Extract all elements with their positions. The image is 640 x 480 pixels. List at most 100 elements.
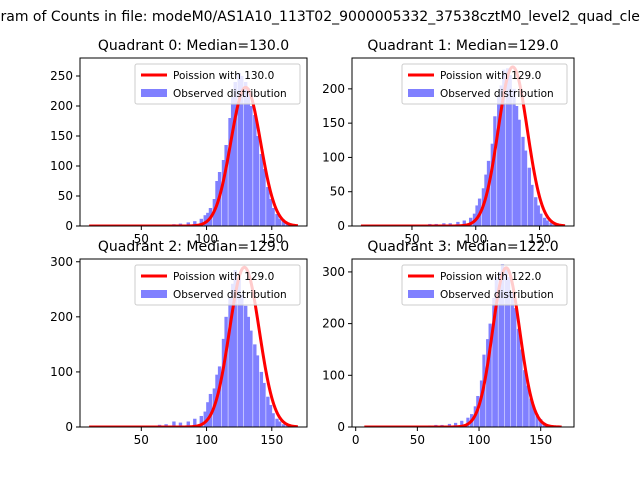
histogram-bar — [504, 266, 508, 427]
x-tick-label: 50 — [404, 232, 419, 246]
histogram-bar — [217, 366, 222, 427]
histogram-bar — [468, 217, 473, 226]
histogram-bar — [529, 398, 533, 427]
y-tick-label: 50 — [58, 189, 73, 203]
histogram-bar — [246, 88, 250, 226]
subplot-title: Quadrant 2: Median=129.0 — [98, 239, 289, 255]
x-tick-label: 100 — [464, 232, 487, 246]
plot-area — [88, 73, 299, 226]
histogram-bar — [525, 385, 529, 427]
histogram-bar — [513, 308, 517, 427]
histogram-bar — [499, 85, 503, 226]
histogram-bar — [228, 118, 232, 226]
y-tick-label: 0 — [65, 219, 73, 233]
legend: Poission with 122.0 Observed distribution — [401, 264, 568, 306]
histogram-bar — [253, 115, 257, 226]
legend-label-observed: Observed distribution — [440, 88, 554, 100]
x-tick-label: 150 — [260, 433, 283, 447]
subplot-title: Quadrant 3: Median=122.0 — [367, 239, 558, 255]
histogram-bar — [228, 297, 232, 427]
histogram-bar — [172, 421, 176, 427]
histogram-bar — [498, 271, 502, 427]
subplot-2: 50 100 150 0 100 200 300 Quadrant 2: Median=129… — [50, 239, 308, 447]
histogram-bar — [542, 217, 547, 226]
histogram-bar — [230, 97, 235, 226]
histogram-bar — [208, 393, 213, 427]
subplot-0: 50 100 150 0 50 100 150 200 250 Quadrant 0: Media… — [50, 38, 308, 246]
histogram-bar — [203, 215, 207, 226]
histogram-bar — [186, 222, 190, 226]
y-tick-label: 100 — [322, 150, 345, 164]
axes-frame — [79, 258, 308, 428]
figure-title-text: Histogram of Counts in file: modeM0/AS1A… — [0, 9, 640, 25]
histogram-bar — [237, 73, 241, 226]
legend: Poission with 130.0 Observed distribution — [134, 63, 301, 105]
y-tick-label: 0 — [337, 219, 345, 233]
histogram-bar — [517, 119, 521, 226]
histogram-bar — [453, 422, 458, 427]
histogram-bar — [259, 154, 264, 226]
histogram-bar — [281, 221, 286, 226]
histogram-bar — [539, 419, 543, 427]
histogram-bar — [527, 167, 532, 226]
x-tick-label: 0 — [352, 433, 360, 447]
plot-area — [363, 264, 563, 427]
histogram-bar — [479, 380, 484, 427]
histogram-bar — [505, 68, 510, 226]
histogram-bar — [266, 187, 270, 226]
legend: Poission with 129.0 Observed distribution — [134, 264, 301, 306]
histogram-bar — [521, 136, 525, 226]
legend-label-observed: Observed distribution — [440, 289, 554, 301]
y-tick-label: 150 — [322, 116, 345, 130]
figure-title: Histogram of Counts in file: modeM0/AS1A… — [0, 0, 640, 34]
histogram-bar — [523, 150, 528, 226]
legend-bar-swatch — [408, 290, 434, 298]
histogram-bar — [516, 328, 521, 427]
x-tick-label: 50 — [410, 433, 425, 447]
legend-label-poisson: Poission with 129.0 — [173, 271, 274, 283]
legend-bar-swatch — [141, 89, 167, 97]
histogram-bar — [243, 82, 248, 226]
x-tick-label: 50 — [134, 433, 149, 447]
histogram-bar — [490, 143, 495, 226]
y-tick-label: 200 — [50, 310, 73, 324]
histogram-bar — [519, 349, 523, 427]
histogram-bar — [255, 355, 260, 427]
histogram-bar — [447, 423, 452, 427]
legend-label-poisson: Poission with 129.0 — [440, 70, 541, 82]
y-tick-label: 250 — [50, 69, 73, 83]
histogram-bar — [549, 222, 553, 226]
histogram-bar — [488, 323, 492, 427]
x-tick-label: 150 — [260, 232, 283, 246]
histogram-bar — [240, 76, 244, 226]
x-tick-label: 50 — [134, 232, 149, 246]
histogram-bar — [246, 316, 250, 427]
histogram-bar — [502, 69, 506, 226]
legend-box — [134, 63, 301, 105]
poisson-curve — [363, 266, 563, 427]
subplot-title: Quadrant 1: Median=129.0 — [367, 38, 558, 54]
histogram-bar — [534, 197, 538, 226]
histogram-bar — [199, 415, 204, 427]
histogram-bar — [221, 338, 226, 427]
histogram-bar — [230, 283, 235, 427]
axes-frame — [351, 57, 575, 227]
histogram-bar — [545, 220, 549, 226]
y-tick-label: 150 — [50, 129, 73, 143]
histogram-bar — [493, 116, 497, 226]
histogram-bar — [486, 339, 490, 427]
y-tick-label: 100 — [50, 365, 73, 379]
x-tick-label: 100 — [468, 433, 491, 447]
subplot-1: 50 100 150 0 50 100 150 200 Quadrant 1: Median=1… — [322, 38, 575, 246]
y-tick-label: 0 — [65, 420, 73, 434]
axes-frame — [351, 258, 575, 428]
histogram-bar — [456, 221, 460, 226]
histogram-bar — [268, 199, 273, 226]
x-tick-label: 150 — [529, 433, 552, 447]
histogram-bar — [539, 213, 543, 226]
histogram-bar — [514, 106, 519, 226]
y-tick-label: 200 — [322, 317, 345, 331]
histogram-bar — [500, 264, 505, 427]
subplot-title: Quadrant 0: Median=130.0 — [98, 38, 289, 54]
